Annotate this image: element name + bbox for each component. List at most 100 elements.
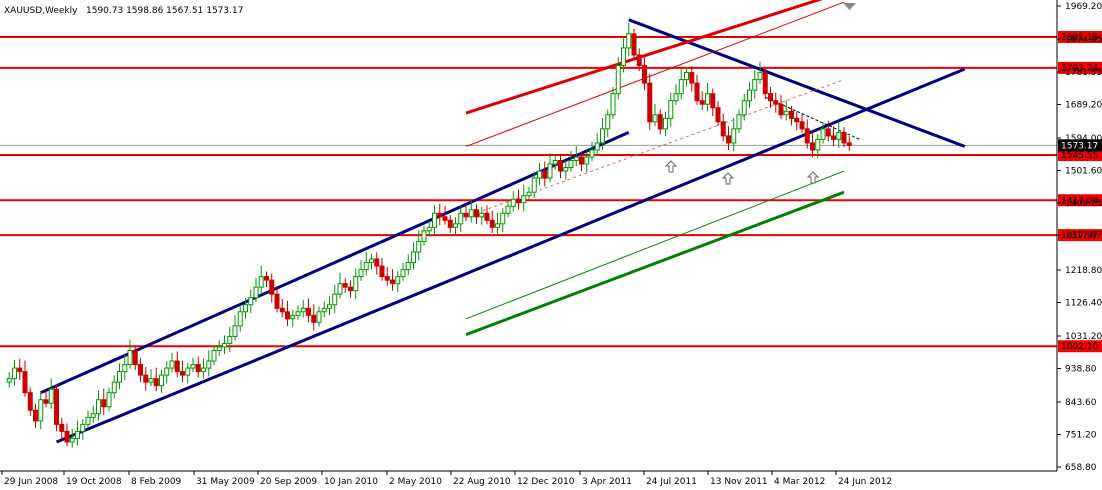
candle-body: [153, 378, 159, 387]
candle-body: [43, 399, 49, 404]
candle-body: [54, 388, 59, 425]
time-tick-label: 13 Nov 2011: [710, 477, 768, 487]
candle-body: [804, 128, 810, 144]
candle-body: [390, 279, 395, 285]
candle-body: [458, 212, 464, 225]
time-tick-label: 12 Dec 2010: [517, 477, 575, 487]
candle-body: [17, 367, 23, 373]
candle-body: [510, 198, 516, 207]
candle-body: [190, 364, 196, 369]
candle-body: [563, 167, 569, 172]
candle-body: [22, 371, 28, 394]
trendline-red-channel-thin[interactable]: [465, 1, 845, 147]
candle-body: [752, 79, 758, 91]
candle-body: [132, 349, 138, 366]
candle-body: [484, 212, 490, 221]
candle-body: [143, 374, 149, 383]
candle-body: [222, 342, 227, 348]
time-tick-label: 22 Aug 2010: [453, 477, 511, 487]
candle-body: [295, 311, 301, 316]
candle-body: [122, 364, 128, 373]
candle-body: [705, 93, 710, 105]
candle-body: [6, 378, 12, 383]
candle-body: [610, 93, 616, 116]
trendline-blue-descending[interactable]: [628, 18, 966, 148]
candle-body: [579, 156, 584, 165]
candle-body: [825, 128, 831, 137]
candle-body: [731, 128, 737, 144]
candle-body: [453, 223, 458, 228]
candle-body: [505, 205, 511, 214]
time-tick-label: 4 Mar 2012: [774, 477, 825, 487]
candle-body: [810, 142, 815, 151]
candle-body: [279, 307, 285, 313]
candle-body: [841, 131, 847, 144]
candle-body: [201, 367, 206, 373]
candle-body: [258, 276, 264, 288]
chart-corner-marker: [843, 3, 856, 10]
candle-body: [90, 413, 96, 418]
time-tick-label: 8 Feb 2009: [131, 477, 182, 487]
candle-body: [631, 33, 637, 56]
candle-body: [789, 110, 794, 119]
candle-body: [479, 212, 485, 218]
candle-body: [694, 82, 700, 102]
candle-body: [232, 325, 238, 337]
time-tick-label: 31 May 2009: [196, 477, 255, 487]
candle-body: [12, 367, 17, 380]
candle-body: [636, 54, 642, 67]
candle-body: [799, 121, 805, 130]
candle-body: [589, 149, 595, 158]
price-tick-label: 1781.55: [1065, 68, 1102, 78]
candle-body: [573, 156, 579, 162]
trendline-green-channel-thin[interactable]: [465, 170, 845, 320]
trendline-blue-channel-upper[interactable]: [40, 130, 630, 395]
trendline-green-channel-thick[interactable]: [465, 190, 845, 337]
candle-body: [489, 219, 495, 228]
price-axis: 1969.20 1874.85 1781.55 1689.20 1594.00 1501.…: [0, 0, 1102, 473]
candle-body: [127, 349, 133, 366]
time-tick-label: 2 May 2010: [389, 477, 442, 487]
candle-body: [33, 409, 38, 422]
candle-body: [762, 72, 768, 95]
candle-body: [358, 269, 364, 278]
candle-body: [600, 128, 605, 144]
candle-body: [500, 212, 506, 225]
horizontal-level-badge: [1058, 149, 1102, 162]
candle-body: [673, 93, 679, 102]
candle-body: [668, 100, 674, 119]
up-arrow-icon: [664, 160, 678, 173]
candle-body: [264, 276, 269, 281]
time-tick-label: 24 Jul 2011: [646, 477, 697, 487]
candle-body: [180, 371, 185, 376]
candle-body: [474, 209, 479, 218]
candle-body: [69, 437, 75, 443]
candle-body: [720, 121, 726, 137]
candle-body: [773, 100, 779, 105]
candle-body: [243, 304, 248, 313]
candle-body: [526, 191, 532, 197]
candle-body: [185, 367, 191, 376]
price-tick-label: 1594.00: [1065, 134, 1102, 144]
time-tick-label: 20 Sep 2009: [260, 477, 317, 487]
price-tick-label: 1409.25: [1065, 199, 1102, 209]
candle-body: [542, 170, 548, 179]
candle-body: [778, 103, 784, 116]
trendline-red-channel-thick[interactable]: [465, 0, 844, 115]
candle-body: [594, 142, 600, 151]
candle-body: [726, 135, 731, 144]
candle-body: [101, 399, 107, 408]
candle-body: [657, 114, 663, 130]
candle-body: [138, 364, 143, 376]
annotation-arrows: [664, 160, 820, 185]
trendline-blue-channel-lower[interactable]: [55, 67, 966, 444]
candle-body: [689, 72, 695, 84]
candle-body: [537, 170, 542, 179]
candle-body: [353, 276, 359, 292]
horizontal-level-label: 1881.15: [1061, 33, 1098, 43]
candle-body: [437, 212, 443, 218]
candle-body: [395, 276, 401, 285]
